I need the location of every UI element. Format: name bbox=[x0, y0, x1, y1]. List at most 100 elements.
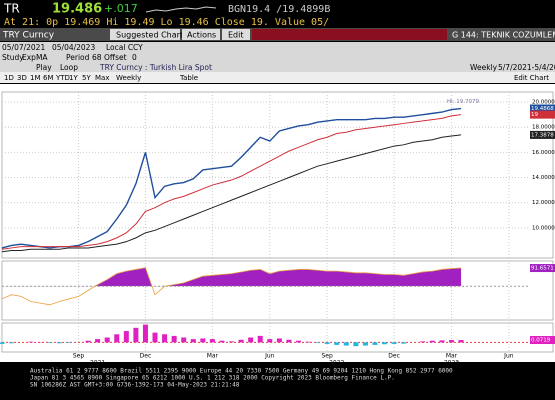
suggested[interactable]: Suggested Charts bbox=[116, 31, 187, 40]
freq: Weekly bbox=[470, 63, 498, 72]
last-badge bbox=[530, 110, 555, 119]
period-select[interactable]: Weekly bbox=[116, 74, 141, 82]
footer-line: Australia 61 2 9777 8600 Brazil 5511 239… bbox=[30, 368, 453, 375]
y-tick-label: 20.0000 bbox=[532, 100, 555, 106]
histogram-bar bbox=[295, 340, 301, 343]
histogram-bar bbox=[200, 338, 206, 343]
settings bbox=[0, 42, 555, 72]
histogram-bar bbox=[123, 331, 129, 343]
edit-chart[interactable]: Edit Chart bbox=[514, 74, 549, 82]
chart-area bbox=[0, 84, 555, 362]
footer-line: SN 106286Z AST GMT+3:00 G736-1392-173 04… bbox=[30, 382, 240, 389]
actions-button[interactable] bbox=[182, 29, 220, 40]
table[interactable]: Table bbox=[179, 74, 198, 82]
histogram-bar bbox=[362, 342, 368, 346]
y-tick-label: 10.0000 bbox=[532, 225, 555, 231]
x-tick-label: Jun bbox=[503, 353, 514, 360]
description: TRY Curncy : Turkish Lira Spot bbox=[99, 63, 212, 72]
histogram-bar bbox=[401, 342, 407, 344]
range-button[interactable]: 5Y bbox=[82, 74, 91, 82]
panel-frame bbox=[1, 91, 554, 259]
sparkline bbox=[145, 6, 217, 13]
red-bar bbox=[252, 29, 447, 40]
range-button[interactable]: 1Y bbox=[69, 74, 78, 82]
range-button[interactable]: YTD bbox=[55, 74, 70, 82]
histogram-bar bbox=[286, 339, 292, 343]
rsi-line bbox=[1, 267, 462, 306]
histogram-bar bbox=[353, 342, 359, 347]
histogram-bar bbox=[391, 342, 397, 344]
page-name: G 144: TEKNIK COZUMLEME-V1 bbox=[452, 31, 555, 40]
year-label: 2022 bbox=[329, 360, 344, 367]
last-value: 19 bbox=[531, 112, 538, 118]
histogram-bar bbox=[133, 327, 139, 343]
histogram-bar bbox=[324, 342, 330, 344]
histogram-bar bbox=[257, 335, 263, 343]
last-badge bbox=[530, 104, 555, 113]
edit[interactable]: Edit bbox=[228, 31, 244, 40]
end-date[interactable]: 05/04/2023 bbox=[52, 43, 95, 52]
study-label: Study bbox=[2, 53, 24, 62]
offset-label: Offset bbox=[104, 53, 127, 62]
x-tick-label: Mar bbox=[207, 353, 219, 360]
histogram-bar bbox=[9, 342, 15, 344]
y-tick-label: 18.0000 bbox=[532, 125, 555, 131]
range-button[interactable]: 1D bbox=[4, 74, 14, 82]
histogram-bar bbox=[267, 339, 273, 343]
period-value[interactable]: 68 bbox=[92, 53, 102, 62]
x-tick-label: Mar bbox=[446, 353, 458, 360]
histogram-bar bbox=[190, 339, 196, 343]
x-tick-label: Sep bbox=[322, 353, 334, 360]
histogram-bar bbox=[276, 338, 282, 343]
panel-frame bbox=[1, 260, 554, 321]
range-button[interactable]: Max bbox=[95, 74, 109, 82]
rsi-area bbox=[94, 267, 462, 287]
x-tick-label: Jun bbox=[264, 353, 275, 360]
start-date[interactable]: 05/07/2021 bbox=[2, 43, 45, 52]
annotation: Hi: 19.7079 bbox=[447, 99, 480, 105]
x-tick-label: Sep bbox=[73, 353, 85, 360]
x-tick-label: Dec bbox=[140, 353, 152, 360]
histogram-bar bbox=[343, 342, 349, 346]
footer-line: Japan 81 3 4565 8900 Singapore 65 6212 1… bbox=[30, 375, 395, 382]
histogram-bar bbox=[181, 337, 187, 343]
last-value: 91.6571 bbox=[531, 266, 554, 272]
actions[interactable]: Actions bbox=[187, 31, 216, 40]
range-button[interactable]: 1M bbox=[30, 74, 41, 82]
range-button[interactable]: 3D bbox=[17, 74, 27, 82]
change: +.017 bbox=[104, 2, 138, 15]
last-value: 17.3878 bbox=[531, 132, 554, 138]
histogram-bar bbox=[248, 337, 254, 343]
last-badge bbox=[530, 130, 555, 139]
histogram-bar bbox=[429, 340, 435, 343]
ccy[interactable]: Local CCY bbox=[106, 43, 143, 52]
last-badge bbox=[530, 264, 555, 273]
histogram-bar bbox=[305, 341, 311, 343]
loop[interactable]: Loop bbox=[60, 63, 78, 72]
histogram-bar bbox=[95, 339, 101, 343]
play[interactable]: Play bbox=[36, 63, 52, 72]
last-value: 0.0719 bbox=[531, 338, 551, 344]
histogram-bar bbox=[56, 342, 62, 344]
quote: At 21: 0p 19.469 Hi 19.49 Lo 19.46 Close… bbox=[4, 17, 329, 28]
histogram-bar bbox=[114, 334, 120, 343]
histogram-bar bbox=[0, 342, 5, 344]
histogram-bar bbox=[448, 340, 454, 343]
histogram-bar bbox=[47, 342, 53, 343]
ticker: TR bbox=[3, 2, 20, 16]
study-value[interactable]: ExpMA bbox=[22, 53, 48, 62]
histogram-bar bbox=[334, 342, 340, 345]
histogram-bar bbox=[315, 342, 321, 343]
range-bar bbox=[0, 72, 555, 83]
range-button[interactable]: 6M bbox=[43, 74, 54, 82]
y-tick-label: 16.0000 bbox=[532, 150, 555, 156]
histogram-bar bbox=[28, 341, 34, 343]
suggested-button[interactable] bbox=[110, 29, 180, 40]
histogram-bar bbox=[152, 332, 158, 343]
offset-value[interactable]: 0 bbox=[132, 53, 137, 62]
edit-button[interactable] bbox=[222, 29, 250, 40]
price-line bbox=[1, 114, 462, 250]
last-value: 19.4868 bbox=[531, 106, 554, 112]
histogram-bar bbox=[171, 335, 177, 343]
